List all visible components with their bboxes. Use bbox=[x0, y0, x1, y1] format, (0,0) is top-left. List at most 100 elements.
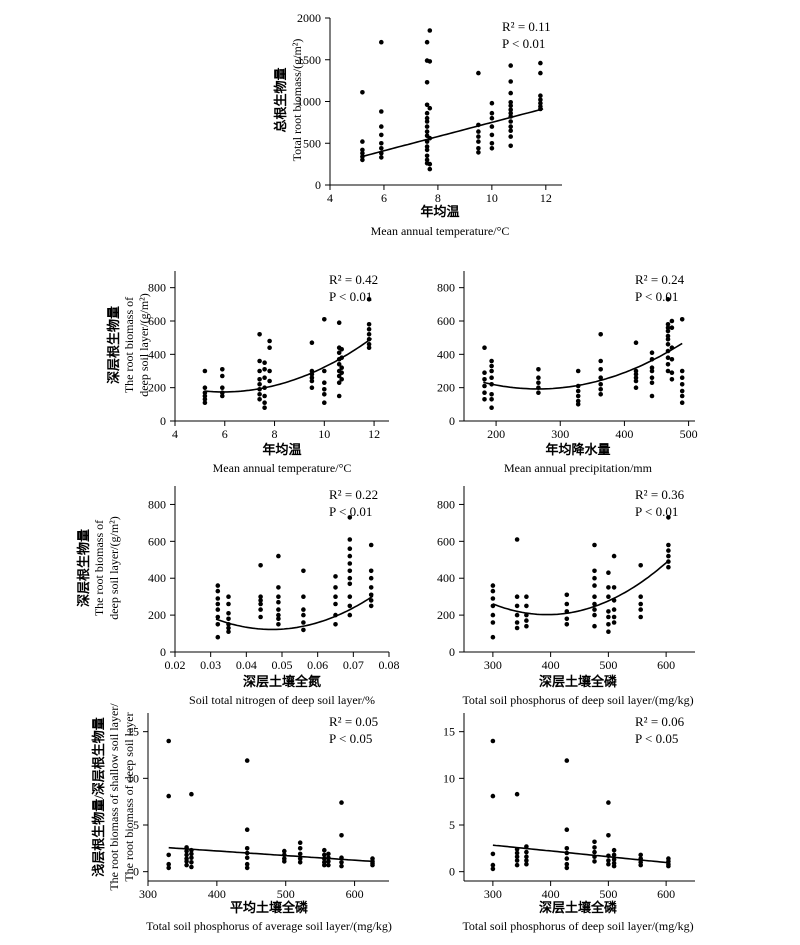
x-axis-title-en: Mean annual temperature/°C bbox=[213, 461, 352, 475]
y-axis-title-line: 深层根生物量 bbox=[106, 306, 121, 384]
data-point bbox=[366, 327, 372, 332]
x-tick-label: 400 bbox=[542, 887, 560, 901]
data-point bbox=[489, 124, 495, 129]
data-point bbox=[575, 388, 581, 394]
x-tick-label: 12 bbox=[540, 191, 552, 205]
data-point bbox=[514, 850, 520, 856]
data-point bbox=[333, 622, 338, 627]
data-point bbox=[360, 151, 365, 156]
data-point bbox=[669, 377, 675, 382]
y-axis-title-line: The root biomass of deep soil layer bbox=[122, 712, 136, 881]
scatter-panel-p1: 4 6 8 10 12 0 500 1000 1500 2000 R² = 0.11 P < 0.01… bbox=[273, 11, 562, 238]
data-point bbox=[282, 848, 287, 854]
data-point bbox=[366, 332, 372, 337]
data-point bbox=[267, 338, 272, 344]
data-point bbox=[665, 337, 671, 342]
data-point bbox=[514, 854, 520, 859]
data-point bbox=[489, 405, 494, 411]
data-point bbox=[564, 592, 570, 598]
data-point bbox=[490, 588, 496, 594]
data-point bbox=[339, 365, 345, 371]
data-point bbox=[638, 852, 643, 858]
y-axis-title-line: 浅层根生物量/深层根生物量 bbox=[91, 717, 106, 877]
y-tick-label: 0 bbox=[133, 865, 139, 879]
data-point bbox=[215, 614, 221, 620]
data-point bbox=[257, 332, 262, 337]
data-point bbox=[226, 601, 231, 607]
data-point bbox=[297, 846, 303, 851]
data-point bbox=[166, 738, 171, 744]
data-point bbox=[482, 370, 487, 376]
data-point bbox=[649, 375, 655, 381]
trend-line bbox=[362, 108, 544, 158]
data-point bbox=[257, 358, 262, 364]
data-point bbox=[301, 612, 306, 618]
x-tick-label: 0.08 bbox=[379, 658, 400, 672]
data-point bbox=[276, 622, 281, 627]
data-point bbox=[638, 594, 643, 599]
data-point bbox=[262, 400, 267, 406]
data-point bbox=[536, 380, 541, 386]
data-point bbox=[215, 634, 221, 640]
data-point bbox=[665, 322, 671, 327]
data-point bbox=[606, 622, 611, 627]
data-point bbox=[347, 537, 353, 542]
data-point bbox=[202, 368, 208, 374]
scatter-panel-p3: 200 300 400 500 0 200 400 600 800 R² = 0.24 P < 0.… bbox=[437, 271, 698, 475]
y-tick-label: 2000 bbox=[297, 11, 321, 25]
data-point bbox=[679, 375, 685, 381]
data-point bbox=[326, 851, 331, 857]
data-point bbox=[333, 574, 338, 579]
data-point bbox=[476, 150, 481, 155]
r2-annotation: R² = 0.06 bbox=[635, 714, 685, 729]
data-point bbox=[326, 862, 331, 868]
p-annotation: P < 0.01 bbox=[635, 504, 678, 519]
y-tick-label: 600 bbox=[148, 534, 166, 548]
data-point bbox=[633, 378, 639, 384]
r2-annotation: R² = 0.11 bbox=[502, 19, 551, 34]
data-point bbox=[666, 863, 671, 869]
x-tick-label: 10 bbox=[486, 191, 498, 205]
y-axis-title-line: deep soil layer/(g/m²) bbox=[107, 516, 121, 620]
data-point bbox=[665, 325, 671, 331]
scatter-panel-p2: 4 6 8 10 12 0 200 400 600 800 R² = 0.42 P < 0.01 年均温… bbox=[106, 271, 389, 475]
data-point bbox=[424, 119, 430, 124]
x-tick-label: 600 bbox=[657, 887, 675, 901]
data-point bbox=[379, 109, 384, 114]
y-tick-label: 400 bbox=[437, 347, 455, 361]
y-tick-label: 800 bbox=[148, 497, 166, 511]
data-point bbox=[638, 601, 643, 607]
data-point bbox=[482, 383, 487, 389]
data-point bbox=[366, 322, 372, 327]
data-point bbox=[360, 90, 365, 95]
x-tick-label: 12 bbox=[368, 427, 380, 441]
data-point bbox=[202, 393, 208, 399]
data-point bbox=[538, 93, 543, 98]
data-point bbox=[379, 155, 384, 160]
data-point bbox=[276, 585, 281, 590]
data-point bbox=[424, 157, 430, 163]
data-point bbox=[226, 611, 231, 616]
data-point bbox=[184, 848, 189, 854]
data-point bbox=[649, 368, 655, 374]
data-point bbox=[379, 39, 384, 45]
r2-annotation: R² = 0.05 bbox=[329, 714, 378, 729]
data-point bbox=[606, 609, 611, 614]
data-point bbox=[524, 623, 529, 629]
data-point bbox=[276, 599, 281, 605]
data-point bbox=[301, 568, 306, 574]
data-point bbox=[379, 132, 384, 138]
data-point bbox=[564, 616, 570, 622]
data-point bbox=[490, 793, 496, 799]
data-point bbox=[333, 594, 338, 599]
data-point bbox=[564, 865, 570, 871]
data-point bbox=[339, 370, 345, 376]
data-point bbox=[267, 345, 272, 351]
data-point bbox=[258, 601, 263, 607]
data-point bbox=[189, 855, 194, 860]
data-point bbox=[347, 515, 353, 520]
data-point bbox=[679, 393, 685, 399]
data-point bbox=[606, 585, 611, 590]
y-tick-label: 200 bbox=[437, 381, 455, 395]
x-tick-label: 0.04 bbox=[236, 658, 257, 672]
